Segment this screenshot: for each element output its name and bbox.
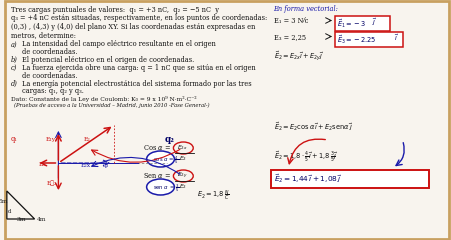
Text: de coordenadas.: de coordenadas.	[22, 48, 77, 56]
Text: (0,3) , (4,3) y (4,0) del plano XY. Si las coordenadas están expresadas en: (0,3) , (4,3) y (4,0) del plano XY. Si l…	[11, 23, 255, 31]
Text: La intensidad del campo eléctrico resultante en el origen: La intensidad del campo eléctrico result…	[22, 41, 216, 48]
Text: cargas: q₁, q₂ y q₃.: cargas: q₁, q₂ y q₃.	[22, 87, 83, 95]
Text: E₂: E₂	[83, 137, 90, 142]
Text: 3m: 3m	[17, 217, 26, 222]
Text: $E_2 = 1{,}8\,\frac{N}{C}$: $E_2 = 1{,}8\,\frac{N}{C}$	[197, 189, 230, 203]
Text: 5m: 5m	[0, 199, 9, 204]
FancyBboxPatch shape	[335, 31, 403, 47]
FancyBboxPatch shape	[335, 16, 390, 30]
Text: metros, determine:: metros, determine:	[11, 31, 76, 40]
Text: a): a)	[11, 41, 18, 48]
Text: 4m: 4m	[37, 217, 46, 222]
Text: Sen $\alpha$ =: Sen $\alpha$ =	[143, 171, 171, 180]
Text: d): d)	[11, 79, 18, 88]
Text: sen $\alpha$ = $\frac{3}{5}$: sen $\alpha$ = $\frac{3}{5}$	[152, 182, 179, 194]
Text: $\vec{E}_3 = -2.25$: $\vec{E}_3 = -2.25$	[337, 34, 377, 46]
Text: $E_{2y}$: $E_{2y}$	[177, 171, 189, 181]
Text: La energía potencial electrostática del sistema formado por las tres: La energía potencial electrostática del …	[22, 79, 251, 88]
Text: En forma vectorial:: En forma vectorial:	[274, 5, 338, 13]
Text: q₃: q₃	[103, 163, 109, 168]
Text: q₁: q₁	[11, 135, 18, 143]
Text: $\vec{\jmath}$: $\vec{\jmath}$	[372, 17, 377, 28]
Text: (Pruebas de acceso a la Universidad – Madrid, junio 2010 -Fase General-): (Pruebas de acceso a la Universidad – Ma…	[14, 103, 209, 108]
Text: E⃗₂: E⃗₂	[46, 180, 57, 186]
Text: $\vec{E}_2 = E_{2x}\vec{\imath} + E_{2y}\vec{\jmath}$: $\vec{E}_2 = E_{2x}\vec{\imath} + E_{2y}…	[274, 49, 324, 63]
Text: $\vec{E}_2 = 1{,}8 \cdot \frac{4}{5}\vec{\imath} + 1{,}8\,\frac{3}{5}\vec{\jmath: $\vec{E}_2 = 1{,}8 \cdot \frac{4}{5}\vec…	[274, 150, 338, 164]
FancyBboxPatch shape	[271, 170, 429, 188]
Text: E₁y: E₁y	[46, 137, 55, 142]
Text: $E_2$: $E_2$	[179, 182, 187, 191]
Text: b): b)	[11, 56, 18, 64]
Text: Tres cargas puntuales de valores:  q₁ = +3 nC,  q₂ = −5 nC  y: Tres cargas puntuales de valores: q₁ = +…	[11, 6, 219, 14]
Text: $\vec{E}_1 = -3$: $\vec{E}_1 = -3$	[337, 18, 366, 30]
Text: $E_2$: $E_2$	[179, 154, 187, 163]
Text: $E_{2x}$: $E_{2x}$	[177, 143, 189, 152]
Text: E₁ = 3 N⁄c: E₁ = 3 N⁄c	[274, 17, 308, 25]
Text: La fuerza ejercida obre una carga: q = 1 nC que se sitúa en el origen: La fuerza ejercida obre una carga: q = 1…	[22, 64, 255, 72]
Ellipse shape	[147, 179, 175, 195]
Text: E₃ = 2,25: E₃ = 2,25	[274, 33, 306, 41]
Text: Cos $\alpha$ =: Cos $\alpha$ =	[143, 143, 170, 152]
Text: Dato: Constante de la Ley de Coulomb: K₀ = 9 x 10⁹ N·m²·C⁻²: Dato: Constante de la Ley de Coulomb: K₀…	[11, 96, 197, 102]
Text: de coordenadas.: de coordenadas.	[22, 72, 77, 80]
Text: q₂: q₂	[165, 135, 175, 144]
Text: d: d	[8, 209, 11, 214]
Text: El potencial eléctrico en el origen de coordenadas.: El potencial eléctrico en el origen de c…	[22, 56, 194, 64]
Text: c): c)	[11, 64, 17, 72]
Ellipse shape	[147, 151, 175, 167]
Text: $\vec{E}_2 = 1{,}44\,\vec{\imath} + 1{,}08\,\vec{\jmath}$: $\vec{E}_2 = 1{,}44\,\vec{\imath} + 1{,}…	[274, 173, 342, 185]
Text: cos $\alpha$ = $\frac{4}{5}$: cos $\alpha$ = $\frac{4}{5}$	[152, 154, 179, 166]
Text: E₂x: E₂x	[80, 163, 90, 168]
Text: $\vec{E}_2 = E_2 \cos\alpha\,\vec{\imath} + E_2 \mathrm{sen}\alpha\,\vec{\jmath}: $\vec{E}_2 = E_2 \cos\alpha\,\vec{\imath…	[274, 120, 353, 133]
Text: E₃: E₃	[39, 162, 45, 167]
Text: q₃ = +4 nC están situadas, respectivamente, en los puntos de coordenadas:: q₃ = +4 nC están situadas, respectivamen…	[11, 14, 267, 23]
Text: $\vec{\imath}$: $\vec{\imath}$	[395, 32, 400, 43]
